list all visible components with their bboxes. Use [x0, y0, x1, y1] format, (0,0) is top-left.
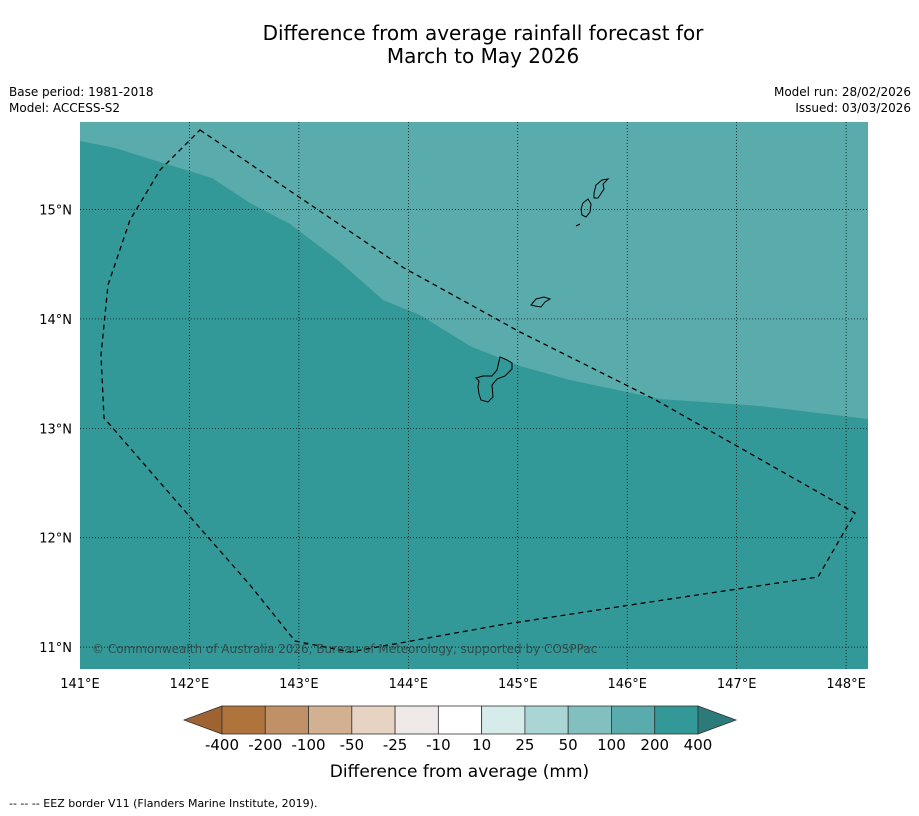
map-title: Difference from average rainfall forecas…	[0, 22, 919, 68]
colorbar-swatch	[611, 705, 656, 735]
colorbar-swatch	[351, 705, 396, 735]
longitude-tick-label: 142°E	[170, 677, 210, 692]
issued-text: Issued: 03/03/2026	[795, 101, 911, 115]
colorbar-swatch	[308, 705, 353, 735]
island-aguijan	[575, 223, 581, 227]
colorbar-swatch	[437, 705, 483, 735]
colorbar-labels: -400 -200 -100 -50 -25 -10 10 25 50 100 200 400	[0, 736, 919, 756]
colorbar-tick-label: 400	[683, 736, 713, 754]
latitude-tick-label: 14°N	[39, 313, 72, 328]
longitude-tick-label: 147°E	[717, 677, 757, 692]
latitude-tick-label: 13°N	[39, 422, 72, 437]
colorbar-tick-label: 100	[597, 736, 626, 754]
longitude-tick-label: 141°E	[60, 677, 100, 692]
forecast-region-base	[80, 141, 868, 669]
colorbar-over-arrow	[697, 705, 738, 735]
colorbar-swatch	[394, 705, 439, 735]
colorbar-tick-label: -400	[204, 736, 240, 754]
longitude-tick-label: 143°E	[279, 677, 319, 692]
colorbar-swatch	[264, 705, 309, 735]
graticule	[80, 122, 868, 669]
meta-left: Base period: 1981-2018 Model: ACCESS-S2	[9, 84, 154, 116]
colorbar-tick-label: -50	[339, 736, 365, 754]
title-line-2: March to May 2026	[386, 44, 580, 68]
latitude-tick-label: 11°N	[39, 641, 72, 656]
colorbar-tick-label: 10	[472, 736, 492, 754]
island-guam	[475, 356, 513, 403]
colorbar-under-arrow	[182, 705, 223, 735]
eez-border	[100, 129, 856, 653]
base-period-text: Base period: 1981-2018	[9, 85, 154, 99]
latitude-tick-label: 12°N	[39, 532, 72, 547]
colorbar-tick-label: -25	[382, 736, 408, 754]
copyright-text: © Commonwealth of Australia 2026, Bureau…	[92, 642, 597, 656]
colorbar-swatch	[567, 705, 612, 735]
colorbar-tick-label: -100	[291, 736, 326, 754]
longitude-tick-label: 144°E	[389, 677, 429, 692]
colorbar	[182, 705, 738, 735]
eez-legend-note: -- -- -- EEZ border V11 (Flanders Marine…	[9, 797, 318, 810]
title-line-1: Difference from average rainfall forecas…	[262, 21, 704, 45]
map-area	[80, 122, 868, 669]
latitude-labels: 15°N 14°N 13°N 12°N 11°N	[39, 204, 72, 657]
colorbar-tick-label: 200	[640, 736, 670, 754]
colorbar-swatch	[221, 705, 266, 735]
model-run-text: Model run: 28/02/2026	[773, 85, 911, 99]
model-text: Model: ACCESS-S2	[9, 101, 121, 115]
island-tinian	[580, 198, 592, 218]
colorbar-swatch	[524, 705, 569, 735]
colorbar-tick-label: -200	[248, 736, 283, 754]
colorbar-tick-label: 25	[515, 736, 535, 754]
colorbar-swatches	[221, 705, 699, 735]
colorbar-tick-label: 50	[558, 736, 578, 754]
longitude-labels: 141°E 142°E 143°E 144°E 145°E 146°E 147°E 148°E	[60, 677, 866, 692]
colorbar-swatch	[481, 705, 526, 735]
longitude-tick-label: 146°E	[607, 677, 647, 692]
longitude-tick-label: 148°E	[826, 677, 866, 692]
colorbar-tick-label: -10	[426, 736, 451, 754]
latitude-tick-label: 15°N	[39, 204, 72, 219]
colorbar-title: Difference from average (mm)	[329, 762, 590, 782]
island-saipan	[593, 178, 610, 199]
colorbar-swatch	[654, 705, 699, 735]
islands	[475, 178, 610, 403]
longitude-tick-label: 145°E	[498, 677, 538, 692]
island-rota	[530, 296, 552, 308]
meta-right: Model run: 28/02/2026 Issued: 03/03/2026	[774, 84, 911, 116]
